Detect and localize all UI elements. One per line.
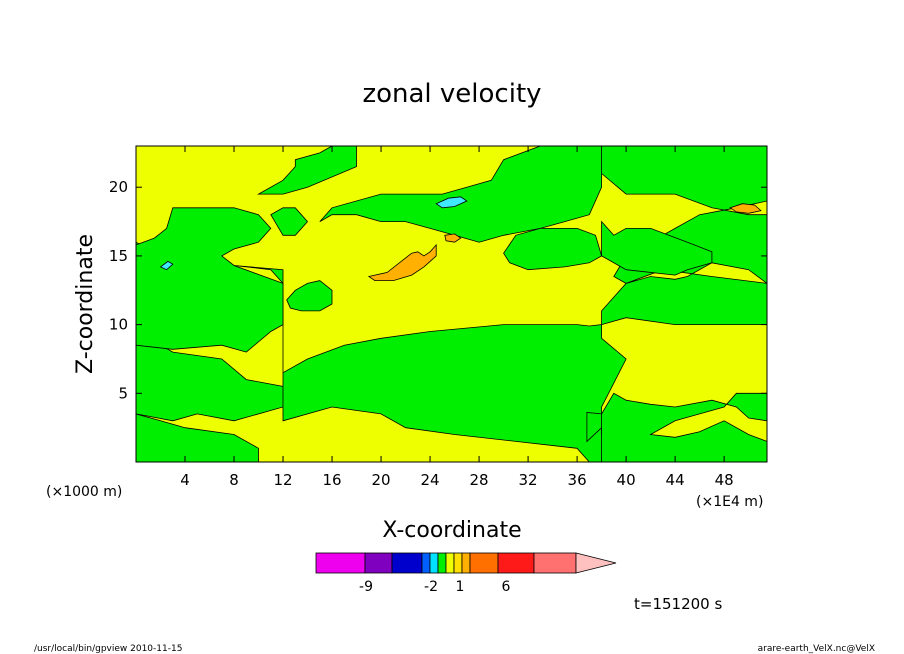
colorbar-label: -2 [424,579,438,595]
contour-region-green [601,392,767,462]
x-tick-label: 32 [519,471,538,489]
plot-frame [135,145,768,463]
y-tick-label: 15 [109,247,128,265]
x-tick-label: 20 [372,471,391,489]
y-axis-ticks: 5 10 15 20 [109,178,767,402]
contour-region-green [586,412,602,443]
y-axis-label: Z-coordinate [73,234,98,374]
colorbar-segment [497,552,535,574]
colorbar-segment [469,552,499,574]
contour-region-green [503,227,603,271]
colorbar-segment [315,552,366,574]
colorbar-label: -9 [359,579,373,595]
colorbar-segment [453,552,463,574]
contour-region-green [270,207,309,236]
contour-region-green [136,241,627,462]
colorbar-labels: -9 -2 1 6 [359,579,511,595]
x-tick-label: 44 [666,471,685,489]
x-unit-left: (×1000 m) [46,484,122,500]
x-tick-label: 12 [273,471,292,489]
colorbar-segment [533,552,577,574]
x-tick-label: 4 [180,471,190,489]
contour-region-green [136,207,284,353]
x-tick-label: 36 [568,471,587,489]
x-tick-label: 8 [229,471,239,489]
colorbar-segment [437,552,447,574]
x-tick-label: 24 [421,471,440,489]
x-tick-label: 48 [715,471,734,489]
contour-region-green [256,146,357,195]
x-unit-right: (×1E4 m) [696,494,763,510]
footer-right: arare-earth_VelX.nc@VelX [758,644,875,654]
chart-title: zonal velocity [362,79,541,109]
colorbar-label: 6 [502,579,511,595]
contour-region-cyan [435,196,468,209]
contour-region-green [601,146,767,326]
contour-regions [136,146,767,462]
colorbar-label: 1 [456,579,465,595]
footer-left: /usr/local/bin/gpview 2010-11-15 [34,644,182,654]
x-axis-label: X-coordinate [382,518,521,543]
colorbar-segment [461,552,471,574]
contour-region-orange [367,243,437,282]
contour-region-cyan [159,260,174,271]
contour-region-green [319,146,602,243]
contour-region-orange [444,233,462,243]
colorbar-segment [391,552,423,574]
contour-region-green [286,280,333,312]
y-tick-label: 10 [109,316,128,334]
y-tick-label: 5 [118,384,128,402]
contour-region-green [601,220,713,276]
x-tick-label: 40 [617,471,636,489]
colorbar [315,552,617,574]
x-tick-label: 16 [322,471,341,489]
contour-region-orange [729,203,762,214]
colorbar-segment [445,552,455,574]
y-tick-label: 20 [109,178,128,196]
colorbar-segment [364,552,393,574]
colorbar-arrow [575,552,617,574]
x-tick-label: 28 [470,471,489,489]
time-label: t=151200 s [634,595,722,613]
x-axis-ticks: 4 8 12 16 20 24 28 32 36 40 44 48 [180,146,734,489]
colorbar-segment [429,552,439,574]
colorbar-segment [421,552,431,574]
